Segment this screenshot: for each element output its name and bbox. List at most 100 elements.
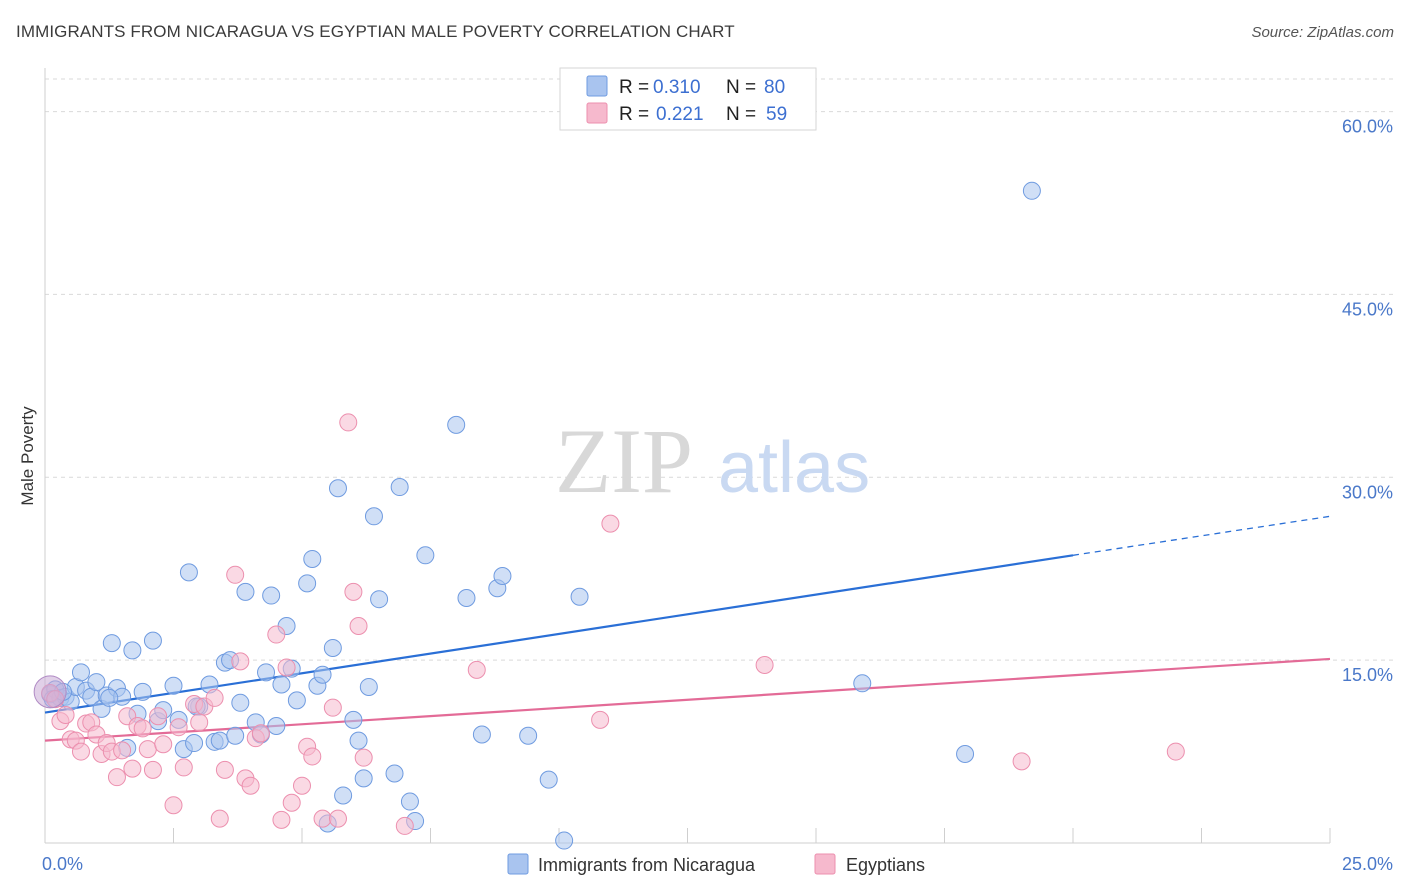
data-point-blue	[267, 716, 286, 735]
data-point-pink	[149, 707, 168, 726]
data-point-blue	[354, 769, 373, 788]
data-point-pink	[467, 660, 486, 679]
data-point-blue	[349, 731, 368, 750]
data-point-blue	[298, 574, 317, 593]
data-point-blue	[313, 665, 332, 684]
data-point-pink	[1012, 752, 1031, 771]
data-point-pink	[344, 582, 363, 601]
series-legend-label-blue: Immigrants from Nicaragua	[538, 855, 756, 875]
data-point-pink	[241, 776, 260, 795]
data-point-blue	[287, 691, 306, 710]
data-point-blue	[262, 586, 281, 605]
x-tick-label: 25.0%	[1342, 854, 1393, 874]
legend-n-value-2: 59	[766, 104, 787, 125]
data-point-blue	[100, 688, 119, 707]
legend-r-value-1: 0.310	[653, 77, 701, 98]
legend-n-label-1: N =	[726, 77, 756, 98]
data-point-blue	[236, 582, 255, 601]
y-tick-label: 30.0%	[1342, 482, 1393, 502]
y-tick-label: 15.0%	[1342, 665, 1393, 685]
data-point-pink	[339, 413, 358, 432]
legend-r-label-1: R =	[619, 77, 649, 98]
data-point-pink	[591, 710, 610, 729]
data-point-blue	[400, 792, 419, 811]
data-point-blue	[133, 682, 152, 701]
data-point-blue	[71, 663, 90, 682]
data-points	[33, 181, 1185, 850]
data-point-blue	[472, 725, 491, 744]
x-tick-label: 0.0%	[42, 854, 83, 874]
data-point-blue	[447, 415, 466, 434]
y-axis-label: Male Poverty	[18, 406, 37, 506]
data-point-pink	[395, 816, 414, 835]
data-point-pink	[205, 688, 224, 707]
data-point-pink	[272, 810, 291, 829]
data-point-pink	[601, 514, 620, 533]
data-point-pink	[123, 759, 142, 778]
data-point-pink	[328, 809, 347, 828]
data-point-blue	[303, 549, 322, 568]
data-point-blue	[364, 507, 383, 526]
data-point-pink	[313, 809, 332, 828]
data-point-blue	[370, 590, 389, 609]
series-legend: Immigrants from Nicaragua Egyptians	[507, 853, 925, 875]
data-point-blue	[570, 587, 589, 606]
data-point-pink	[107, 768, 126, 787]
data-point-blue	[143, 631, 162, 650]
data-point-blue	[519, 726, 538, 745]
data-point-pink	[251, 724, 270, 743]
data-point-blue	[179, 563, 198, 582]
legend-n-value-1: 80	[764, 77, 785, 98]
x-tick-labels: 0.0% 25.0%	[42, 854, 1393, 874]
data-point-blue	[102, 634, 121, 653]
data-point-blue	[956, 745, 975, 764]
data-point-pink	[71, 742, 90, 761]
series-legend-swatch-blue	[507, 853, 529, 875]
grid-lines	[45, 78, 1395, 661]
data-point-blue	[853, 674, 872, 693]
data-point-blue	[334, 786, 353, 805]
data-point-blue	[539, 770, 558, 789]
series-legend-label-pink: Egyptians	[846, 855, 925, 875]
data-point-pink	[143, 760, 162, 779]
data-point-pink	[323, 698, 342, 717]
data-point-pink	[1166, 742, 1185, 761]
legend-r-value-2: 0.221	[656, 104, 704, 125]
data-point-pink	[138, 740, 157, 759]
data-point-pink	[282, 793, 301, 812]
data-point-pink	[133, 719, 152, 738]
y-tick-labels: 15.0% 30.0% 45.0% 60.0%	[1342, 117, 1393, 686]
data-point-blue	[185, 734, 204, 753]
data-point-blue	[231, 693, 250, 712]
data-point-blue	[390, 478, 409, 497]
source-label: Source: ZipAtlas.com	[1251, 24, 1394, 41]
data-point-pink	[169, 718, 188, 737]
data-point-pink	[226, 565, 245, 584]
data-point-blue	[416, 546, 435, 565]
data-point-blue	[257, 663, 276, 682]
data-point-blue	[328, 479, 347, 498]
data-point-pink	[215, 760, 234, 779]
data-point-pink	[354, 748, 373, 767]
watermark-zip: ZIP	[555, 410, 693, 512]
data-point-pink	[174, 758, 193, 777]
trend-line-blue	[44, 554, 1074, 714]
series-legend-swatch-pink	[814, 853, 836, 875]
data-point-pink	[293, 776, 311, 795]
legend-n-label-2: N =	[726, 104, 756, 125]
watermark: ZIP atlas	[555, 410, 870, 512]
trend-line-extension-blue	[1072, 515, 1331, 556]
data-point-blue	[555, 831, 574, 850]
data-point-blue	[1022, 181, 1041, 200]
data-point-blue	[344, 710, 363, 729]
data-point-pink	[164, 796, 183, 815]
data-point-pink	[56, 706, 75, 724]
data-point-pink	[154, 735, 173, 754]
y-tick-label: 60.0%	[1342, 117, 1393, 137]
data-point-pink	[210, 809, 229, 828]
legend-swatch-blue	[586, 75, 608, 97]
data-point-pink	[755, 656, 774, 675]
legend-box: R = 0.310 N = 80 R = 0.221 N = 59	[559, 67, 817, 131]
data-point-pink	[303, 747, 322, 766]
